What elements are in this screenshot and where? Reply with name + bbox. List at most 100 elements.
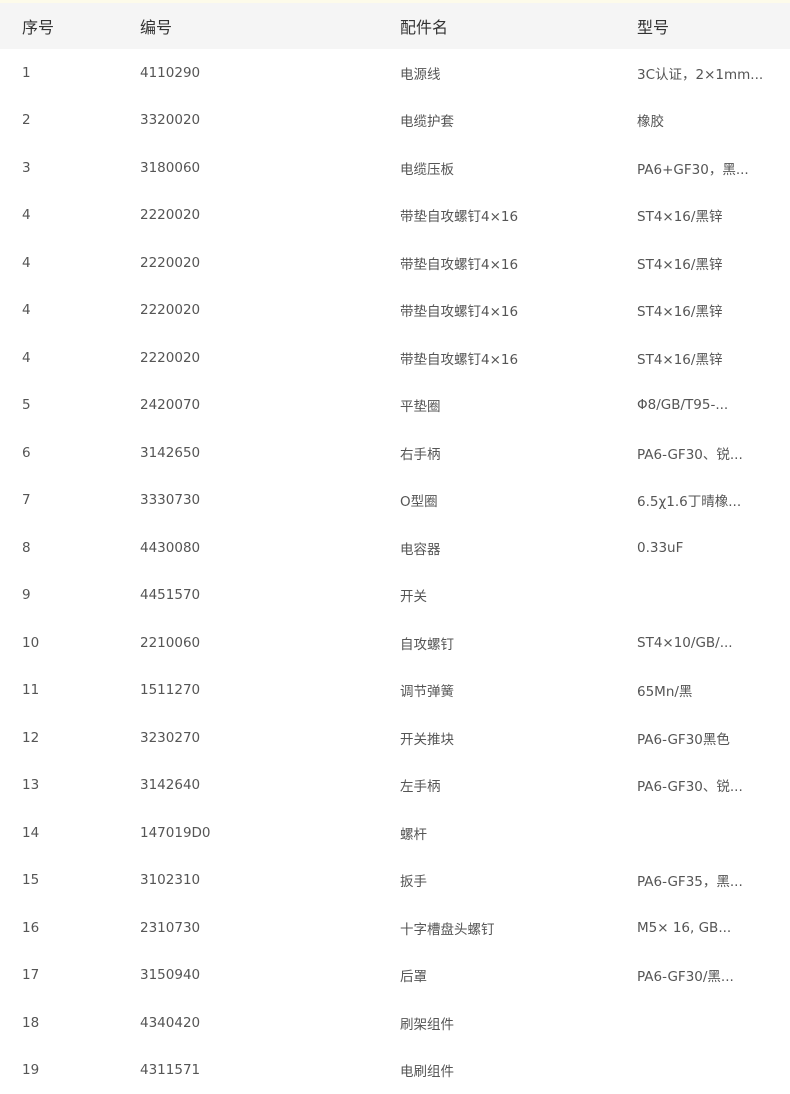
- cell-model: 3C认证，2×1mm...: [637, 49, 790, 97]
- cell-code: 2220020: [140, 239, 400, 287]
- cell-index: 15: [0, 857, 140, 905]
- cell-code: 2220020: [140, 334, 400, 382]
- cell-part-name: 带垫自攻螺钉4×16: [400, 287, 637, 335]
- cell-part-name: 电源线: [400, 49, 637, 97]
- cell-part-name: 螺杆: [400, 809, 637, 857]
- cell-model: [637, 1047, 790, 1094]
- cell-part-name: 右手柄: [400, 429, 637, 477]
- cell-part-name: 自攻螺钉: [400, 619, 637, 667]
- cell-index: 4: [0, 239, 140, 287]
- cell-index: 17: [0, 952, 140, 1000]
- cell-part-name: 电缆护套: [400, 97, 637, 145]
- cell-part-name: 电缆压板: [400, 144, 637, 192]
- cell-index: 11: [0, 667, 140, 715]
- cell-code: 2220020: [140, 192, 400, 240]
- cell-part-name: 扳手: [400, 857, 637, 905]
- cell-code: 2420070: [140, 382, 400, 430]
- cell-code: 4311571: [140, 1047, 400, 1094]
- cell-index: 10: [0, 619, 140, 667]
- cell-part-name: 带垫自攻螺钉4×16: [400, 334, 637, 382]
- cell-index: 8: [0, 524, 140, 572]
- cell-part-name: 后罩: [400, 952, 637, 1000]
- cell-model: PA6-GF30、锐...: [637, 762, 790, 810]
- cell-part-name: 带垫自攻螺钉4×16: [400, 192, 637, 240]
- cell-index: 14: [0, 809, 140, 857]
- cell-code: 3142650: [140, 429, 400, 477]
- table-header-row: 序号 编号 配件名 型号: [0, 3, 790, 49]
- cell-model: M5× 16, GB...: [637, 904, 790, 952]
- cell-code: 3230270: [140, 714, 400, 762]
- cell-model: 65Mn/黑: [637, 667, 790, 715]
- cell-part-name: 开关: [400, 572, 637, 620]
- cell-index: 3: [0, 144, 140, 192]
- cell-code: 4110290: [140, 49, 400, 97]
- cell-code: 4340420: [140, 999, 400, 1047]
- cell-part-name: 电刷组件: [400, 1047, 637, 1094]
- cell-model: 6.5χ1.6丁晴橡...: [637, 477, 790, 525]
- cell-index: 7: [0, 477, 140, 525]
- cell-model: PA6-GF35，黑...: [637, 857, 790, 905]
- cell-code: 2310730: [140, 904, 400, 952]
- cell-part-name: 十字槽盘头螺钉: [400, 904, 637, 952]
- cell-index: 4: [0, 287, 140, 335]
- cell-model: 0.33uF: [637, 524, 790, 572]
- cell-code: 3330730: [140, 477, 400, 525]
- cell-code: 147019D0: [140, 809, 400, 857]
- cell-code: 1511270: [140, 667, 400, 715]
- cell-code: 4430080: [140, 524, 400, 572]
- cell-model: 橡胶: [637, 97, 790, 145]
- cell-index: 13: [0, 762, 140, 810]
- cell-model: [637, 809, 790, 857]
- cell-index: 16: [0, 904, 140, 952]
- cell-model: Φ8/GB/T95-...: [637, 382, 790, 430]
- cell-index: 2: [0, 97, 140, 145]
- cell-code: 3150940: [140, 952, 400, 1000]
- cell-code: 4451570: [140, 572, 400, 620]
- cell-index: 4: [0, 334, 140, 382]
- cell-index: 1: [0, 49, 140, 97]
- cell-index: 6: [0, 429, 140, 477]
- cell-model: ST4×16/黑锌: [637, 287, 790, 335]
- cell-index: 9: [0, 572, 140, 620]
- cell-part-name: 刷架组件: [400, 999, 637, 1047]
- cell-part-name: 调节弹簧: [400, 667, 637, 715]
- cell-model: PA6-GF30、锐...: [637, 429, 790, 477]
- header-index: 序号: [0, 3, 140, 49]
- header-code: 编号: [140, 3, 400, 49]
- cell-model: PA6-GF30/黑...: [637, 952, 790, 1000]
- cell-index: 18: [0, 999, 140, 1047]
- cell-code: 3180060: [140, 144, 400, 192]
- cell-model: PA6-GF30黑色: [637, 714, 790, 762]
- cell-part-name: 开关推块: [400, 714, 637, 762]
- cell-model: [637, 572, 790, 620]
- cell-part-name: 带垫自攻螺钉4×16: [400, 239, 637, 287]
- cell-model: PA6+GF30，黑...: [637, 144, 790, 192]
- cell-index: 19: [0, 1047, 140, 1094]
- cell-index: 5: [0, 382, 140, 430]
- cell-code: 2220020: [140, 287, 400, 335]
- cell-model: ST4×10/GB/...: [637, 619, 790, 667]
- cell-model: ST4×16/黑锌: [637, 334, 790, 382]
- cell-model: ST4×16/黑锌: [637, 192, 790, 240]
